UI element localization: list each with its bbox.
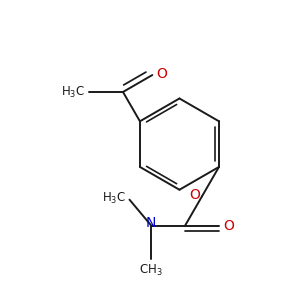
- Text: CH$_3$: CH$_3$: [140, 263, 163, 278]
- Text: N: N: [146, 216, 156, 230]
- Text: O: O: [224, 219, 234, 232]
- Text: O: O: [157, 67, 168, 81]
- Text: O: O: [189, 188, 200, 202]
- Text: H$_3$C: H$_3$C: [102, 191, 127, 206]
- Text: H$_3$C: H$_3$C: [61, 84, 85, 100]
